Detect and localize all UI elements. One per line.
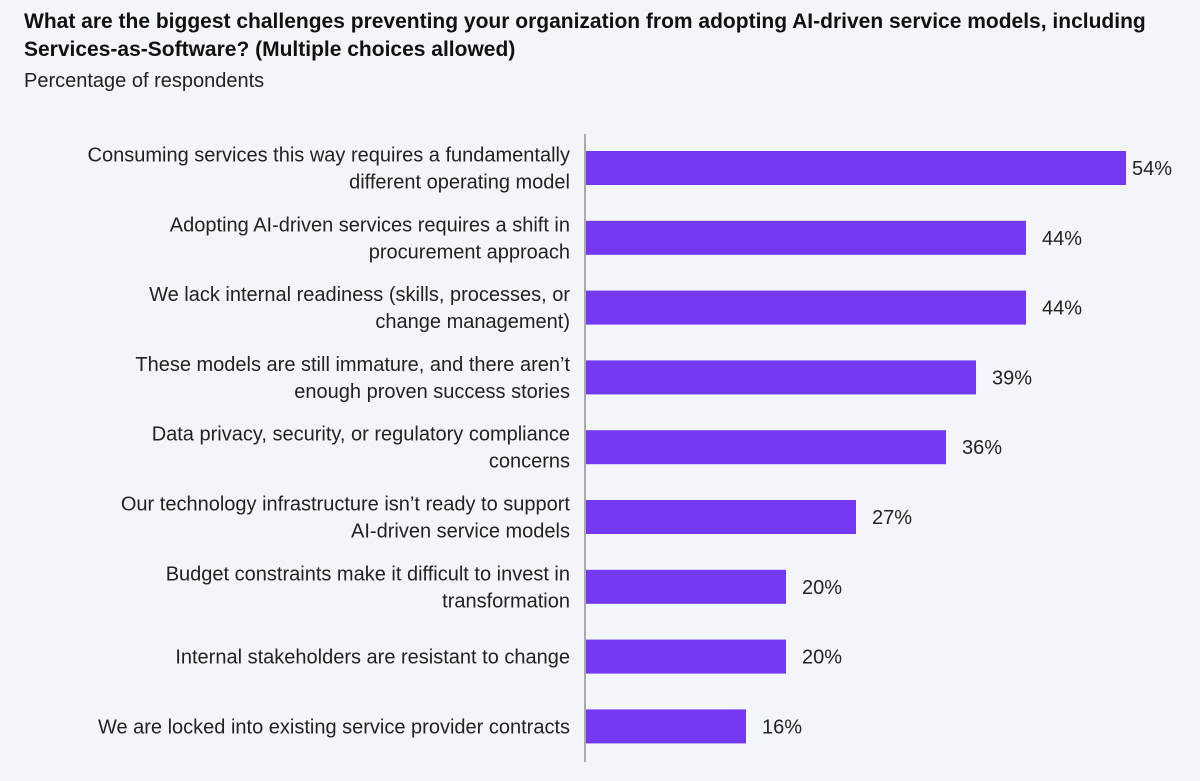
bar-1 [586, 220, 1026, 255]
bar-6 [586, 569, 786, 604]
value-label-8: 16% [762, 716, 802, 738]
bar-3 [586, 360, 976, 395]
bar-7 [586, 639, 786, 674]
chart-subtitle: Percentage of respondents [24, 70, 265, 92]
value-label-2: 44% [1042, 298, 1082, 320]
bar-2 [586, 290, 1026, 325]
bar-4 [586, 430, 946, 465]
value-label-1: 44% [1042, 228, 1082, 250]
bar-8 [586, 709, 746, 744]
category-label-6: Budget constraints make it difficult to … [166, 563, 570, 612]
value-label-7: 20% [802, 647, 842, 669]
value-label-3: 39% [992, 367, 1032, 389]
chart-title: What are the biggest challenges preventi… [24, 10, 1146, 61]
value-label-0: 54% [1132, 158, 1172, 180]
category-label-0: Consuming services this way requires a f… [88, 145, 570, 194]
bar-0 [586, 151, 1126, 185]
value-label-4: 36% [962, 437, 1002, 459]
category-label-3: These models are still immature, and the… [135, 354, 570, 403]
category-label-2: We lack internal readiness (skills, proc… [149, 284, 570, 333]
bar-5 [586, 500, 856, 534]
value-label-6: 20% [802, 577, 842, 599]
category-label-8: We are locked into existing service prov… [98, 716, 570, 738]
category-label-4: Data privacy, security, or regulatory co… [152, 424, 570, 473]
category-label-5: Our technology infrastructure isn’t read… [121, 494, 571, 543]
category-label-1: Adopting AI-driven services requires a s… [170, 214, 570, 263]
value-label-5: 27% [872, 507, 912, 529]
category-label-7: Internal stakeholders are resistant to c… [175, 647, 570, 669]
